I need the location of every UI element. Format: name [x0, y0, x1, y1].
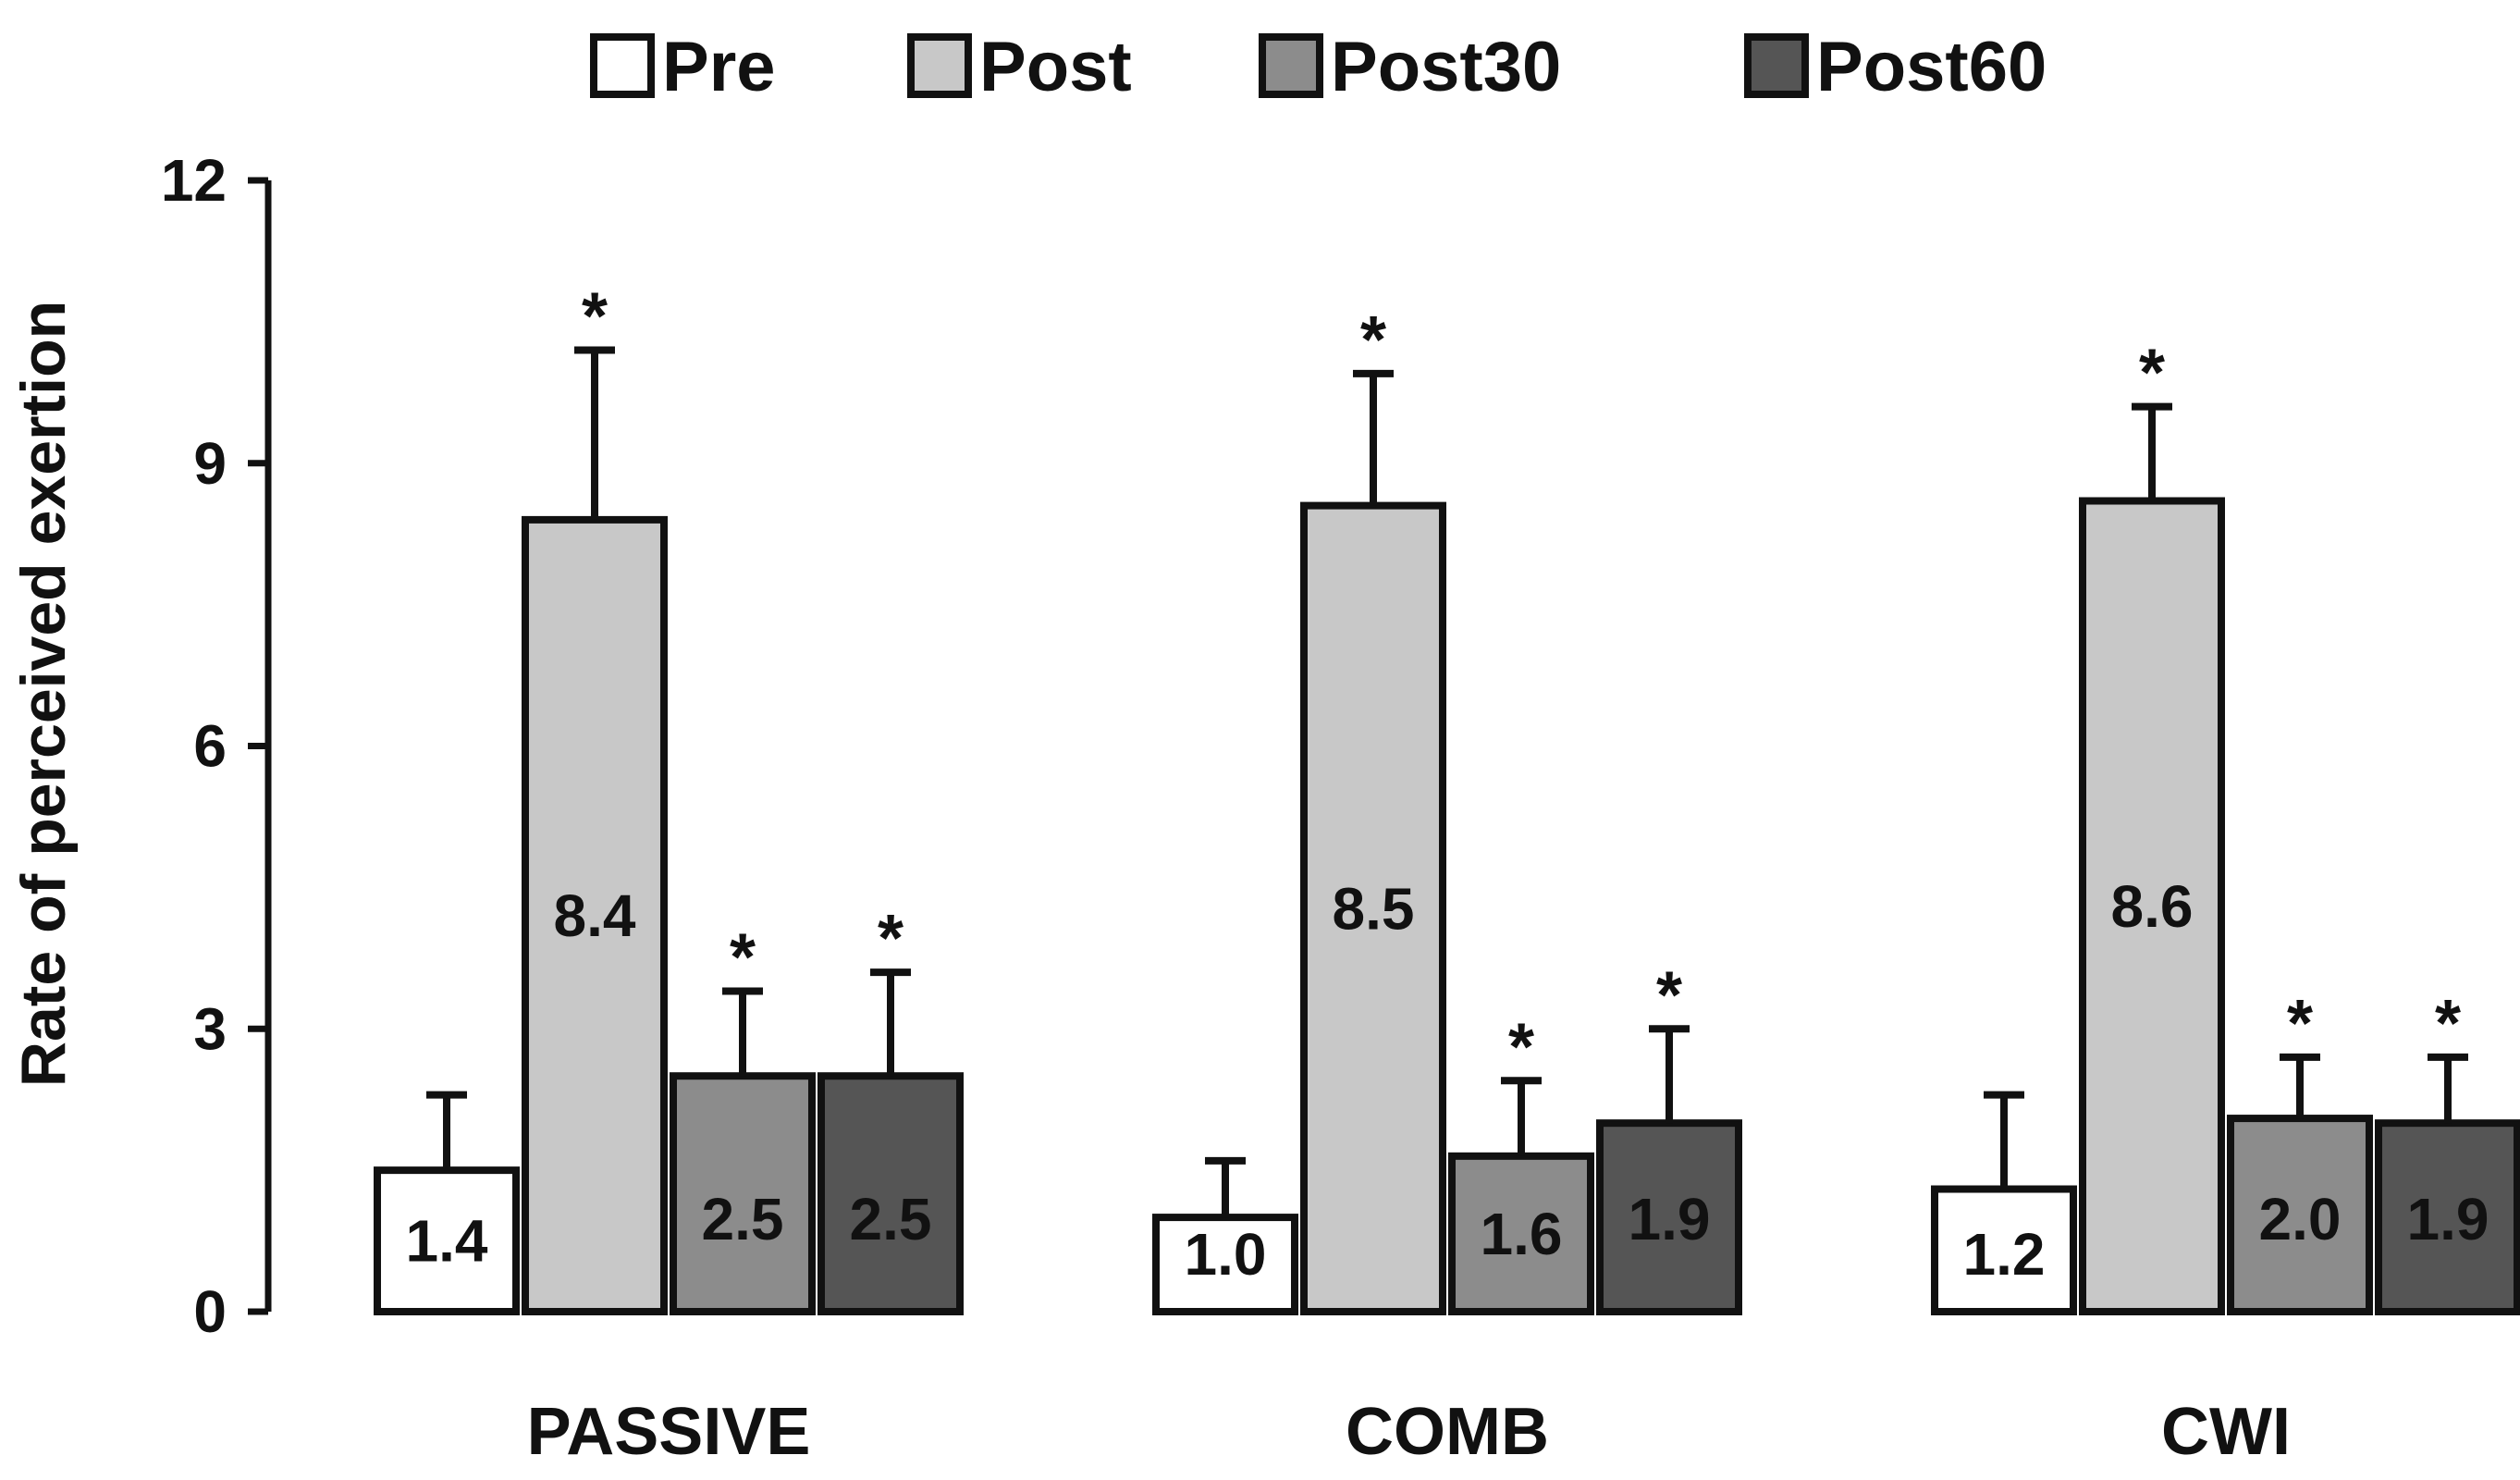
legend-label-post60: Post60	[1816, 28, 2047, 106]
bar-post-passive	[522, 515, 668, 1315]
significance-marker: *	[1656, 958, 1682, 1032]
significance-marker: *	[2287, 987, 2313, 1061]
bar-value-label: 2.0	[2259, 1186, 2342, 1252]
y-axis-label: Rate of perceived exertion	[8, 301, 79, 1087]
significance-marker: *	[2139, 337, 2165, 411]
legend-swatch-pre	[590, 33, 655, 98]
significance-marker: *	[2435, 987, 2461, 1061]
bar-post30-cwi	[2227, 1115, 2373, 1315]
bar-post60-comb	[1596, 1119, 1742, 1315]
bar-value-label: 1.9	[1629, 1186, 1711, 1252]
bar-post-cwi	[2079, 497, 2225, 1315]
legend-label-post: Post	[979, 28, 1132, 106]
legend: Pre Post Post30 Post60	[590, 28, 2047, 106]
y-tick-label: 9	[193, 430, 227, 497]
bar-post30-passive	[670, 1072, 816, 1316]
bar-value-label: 8.6	[2111, 873, 2194, 940]
x-axis-labels: PASSIVE COMB CWI	[527, 1395, 2291, 1469]
significance-marker: *	[1360, 303, 1386, 377]
legend-swatch-post	[907, 33, 972, 98]
legend-swatch-post30	[1259, 33, 1323, 98]
legend-label-pre: Pre	[662, 28, 776, 106]
category-label-passive: PASSIVE	[527, 1395, 811, 1469]
bar-value-label: 1.9	[2407, 1186, 2489, 1252]
y-tick-label: 6	[193, 713, 227, 780]
bar-post30-comb	[1448, 1152, 1594, 1316]
category-label-cwi: CWI	[2161, 1395, 2291, 1469]
bar-value-label: 2.5	[702, 1186, 784, 1252]
bar-post-comb	[1300, 501, 1446, 1315]
legend-swatch-post60	[1744, 33, 1809, 98]
y-tick-label: 12	[161, 147, 227, 214]
significance-marker: *	[878, 902, 904, 976]
bar-value-label: 1.2	[1963, 1221, 2046, 1288]
bar-value-label: 2.5	[850, 1186, 932, 1252]
bar-value-label: 1.4	[406, 1208, 488, 1275]
bar-value-label: 8.5	[1333, 875, 1415, 942]
bar-value-label: 1.0	[1185, 1221, 1267, 1288]
significance-marker: *	[582, 279, 608, 353]
legend-label-post30: Post30	[1331, 28, 1561, 106]
y-axis: 0 3 6 9 12	[161, 147, 272, 1345]
significance-marker: *	[1508, 1010, 1534, 1084]
bar-pre-comb	[1152, 1214, 1298, 1316]
y-tick-label: 0	[193, 1278, 227, 1345]
category-label-comb: COMB	[1346, 1395, 1549, 1469]
bar-post60-cwi	[2375, 1119, 2520, 1315]
bars: 1.4 * 8.4 * 2.5 * 2.5 1.0 * 8.5 * 1.6 * 1.9 1.2 * 8.6 * 2.…	[374, 279, 2520, 1316]
significance-marker: *	[730, 920, 756, 994]
y-tick-label: 3	[193, 995, 227, 1062]
bar-value-label: 8.4	[554, 882, 636, 949]
bar-value-label: 1.6	[1481, 1201, 1563, 1267]
